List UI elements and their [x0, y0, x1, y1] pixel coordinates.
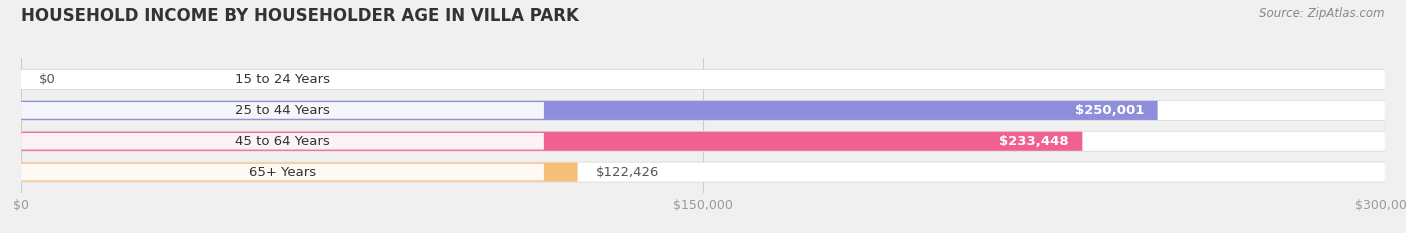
- Text: $250,001: $250,001: [1074, 104, 1144, 117]
- FancyBboxPatch shape: [21, 102, 544, 119]
- Text: $122,426: $122,426: [596, 166, 659, 179]
- Text: $233,448: $233,448: [1000, 135, 1069, 148]
- FancyBboxPatch shape: [21, 164, 544, 180]
- FancyBboxPatch shape: [14, 162, 1392, 182]
- FancyBboxPatch shape: [21, 101, 1385, 120]
- FancyBboxPatch shape: [21, 133, 544, 150]
- Text: 25 to 44 Years: 25 to 44 Years: [235, 104, 330, 117]
- Text: HOUSEHOLD INCOME BY HOUSEHOLDER AGE IN VILLA PARK: HOUSEHOLD INCOME BY HOUSEHOLDER AGE IN V…: [21, 7, 579, 25]
- Text: 45 to 64 Years: 45 to 64 Years: [235, 135, 330, 148]
- FancyBboxPatch shape: [21, 163, 578, 182]
- FancyBboxPatch shape: [21, 71, 544, 88]
- FancyBboxPatch shape: [21, 132, 1083, 151]
- Text: 65+ Years: 65+ Years: [249, 166, 316, 179]
- FancyBboxPatch shape: [21, 132, 1385, 151]
- FancyBboxPatch shape: [21, 70, 1385, 89]
- Text: $0: $0: [39, 73, 56, 86]
- FancyBboxPatch shape: [21, 163, 1385, 182]
- Text: Source: ZipAtlas.com: Source: ZipAtlas.com: [1260, 7, 1385, 20]
- Text: 15 to 24 Years: 15 to 24 Years: [235, 73, 330, 86]
- FancyBboxPatch shape: [21, 101, 1157, 120]
- FancyBboxPatch shape: [14, 69, 1392, 90]
- FancyBboxPatch shape: [14, 100, 1392, 121]
- FancyBboxPatch shape: [14, 131, 1392, 152]
